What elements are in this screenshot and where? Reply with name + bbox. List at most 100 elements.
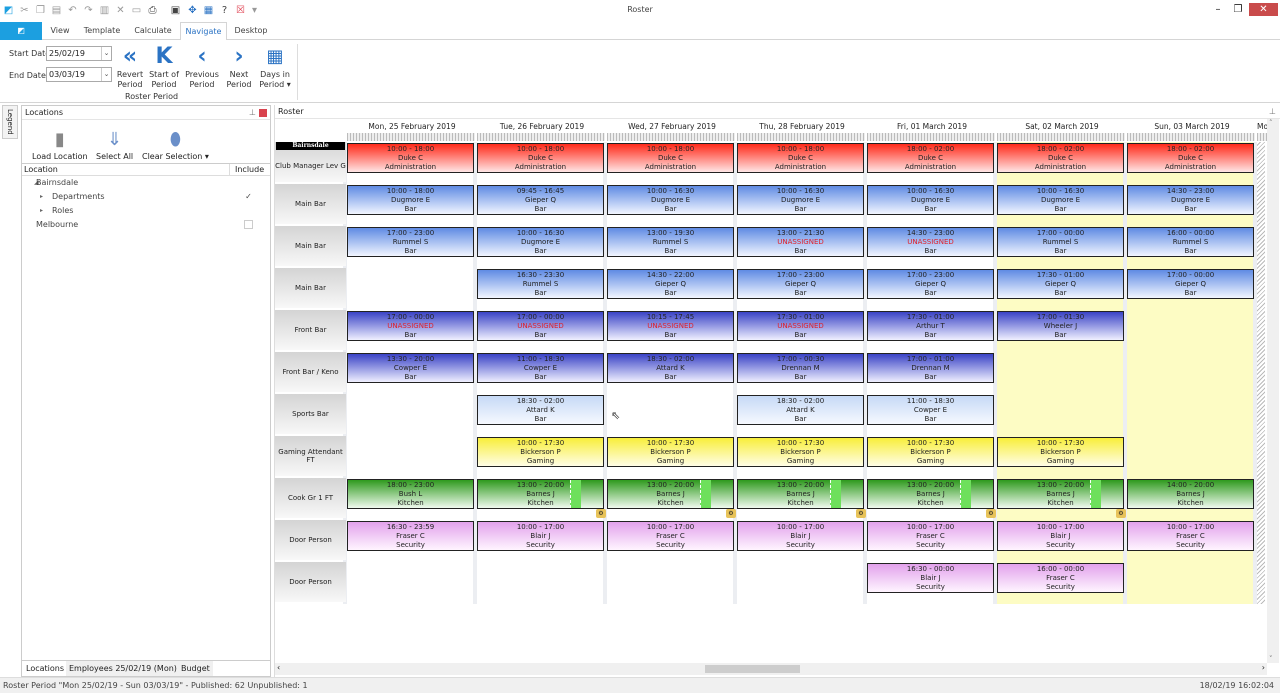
day-header[interactable]: Mon, 25 February 2019 — [368, 122, 456, 131]
shift-block[interactable]: 10:00 - 17:00 Blair J Security — [737, 521, 864, 551]
scroll-thumb[interactable] — [705, 665, 800, 673]
shift-block[interactable]: 13:00 - 20:00 Barnes J Kitchen ⚙ — [607, 479, 736, 518]
shift-block[interactable]: 17:00 - 00:00 Rummel S Bar — [997, 227, 1124, 257]
include-checkbox[interactable] — [244, 220, 253, 229]
shift-block[interactable]: 17:00 - 01:30 Wheeler J Bar — [997, 311, 1124, 341]
tab-calculate[interactable]: Calculate — [134, 26, 172, 35]
day-header[interactable]: Sat, 02 March 2019 — [1025, 122, 1099, 131]
scroll-up-icon[interactable]: ˄ — [1269, 119, 1273, 127]
shift-block[interactable]: 14:30 - 22:00 Gieper Q Bar — [607, 269, 734, 299]
shift-block[interactable]: 17:00 - 00:00 UNASSIGNED Bar — [477, 311, 604, 341]
select-all-button[interactable]: ⇓ Select All — [96, 128, 133, 161]
column-include[interactable]: Include — [229, 164, 264, 176]
shift-block[interactable]: 10:00 - 16:30 Dugmore E Bar — [997, 185, 1124, 215]
day-header[interactable]: Tue, 26 February 2019 — [499, 122, 585, 131]
shift-block[interactable]: 10:00 - 17:30 Bickerson P Gaming — [997, 437, 1124, 467]
day-header[interactable]: Thu, 28 February 2019 — [759, 122, 845, 131]
scroll-left-icon[interactable]: ‹ — [277, 663, 281, 672]
shift-block[interactable]: 11:00 - 18:30 Cowper E Bar — [477, 353, 604, 383]
vertical-scrollbar[interactable]: ˄ ˅ — [1267, 119, 1279, 663]
shift-block[interactable]: 13:00 - 19:30 Rummel S Bar — [607, 227, 734, 257]
clear-selection-button[interactable]: ⬮ Clear Selection ▾ — [142, 129, 209, 161]
day-header[interactable]: Wed, 27 February 2019 — [628, 122, 716, 131]
shift-block[interactable]: 17:30 - 01:00 Gieper Q Bar — [997, 269, 1124, 299]
shift-block[interactable]: 17:00 - 23:00 Rummel S Bar — [347, 227, 474, 257]
shift-block[interactable]: 10:00 - 17:00 Fraser C Security — [607, 521, 734, 551]
shift-block[interactable]: 17:00 - 01:00 Drennan M Bar — [867, 353, 994, 383]
pin-icon[interactable]: ⊥ — [1269, 107, 1276, 116]
shift-block[interactable]: 13:00 - 21:30 UNASSIGNED Bar — [737, 227, 864, 257]
expand-icon[interactable]: ✥ — [188, 5, 197, 16]
tab-employees[interactable]: Employees 25/02/19 (Mon) — [66, 661, 180, 676]
shift-block[interactable]: 10:00 - 16:30 Dugmore E Bar — [737, 185, 864, 215]
shift-block[interactable]: 18:30 - 02:00 Attard K Bar — [477, 395, 604, 425]
shift-block[interactable]: 16:30 - 23:30 Rummel S Bar — [477, 269, 604, 299]
start-date-field[interactable]: 25/02/19 ⌄ — [46, 46, 112, 61]
legend-tab[interactable]: Legend — [2, 105, 18, 139]
delete-icon[interactable]: ▥ — [99, 5, 110, 16]
shift-block[interactable]: 18:00 - 23:00 Bush L Kitchen — [347, 479, 474, 509]
close-button[interactable]: ✕ — [1249, 3, 1278, 16]
shift-block[interactable]: 18:00 - 02:00 Duke C Administration — [997, 143, 1124, 173]
paste-icon[interactable]: ▤ — [51, 5, 62, 16]
shift-block[interactable]: 10:00 - 17:00 Blair J Security — [477, 521, 604, 551]
shift-block[interactable]: 11:00 - 18:30 Cowper E Bar — [867, 395, 994, 425]
shift-block[interactable]: 17:30 - 01:00 Arthur T Bar — [867, 311, 994, 341]
undo-icon[interactable]: ↶ — [68, 5, 77, 16]
shift-block[interactable]: 10:00 - 17:30 Bickerson P Gaming — [477, 437, 604, 467]
day-header[interactable]: Mon — [1257, 122, 1273, 131]
scroll-right-icon[interactable]: › — [1261, 663, 1265, 672]
shift-block[interactable]: 13:30 - 20:00 Cowper E Bar — [347, 353, 474, 383]
shift-block[interactable]: 14:30 - 23:00 UNASSIGNED Bar — [867, 227, 994, 257]
chevron-down-icon[interactable]: ⌄ — [101, 47, 111, 60]
shift-block[interactable]: 10:15 - 17:45 UNASSIGNED Bar — [607, 311, 734, 341]
tree-item[interactable]: ▸ Roles — [22, 204, 270, 218]
help-icon[interactable]: ? — [221, 5, 228, 16]
shift-block[interactable]: 10:00 - 18:00 Duke C Administration — [477, 143, 604, 173]
exit-icon[interactable]: ☒ — [236, 5, 245, 16]
end-date-field[interactable]: 03/03/19 ⌄ — [46, 67, 112, 82]
tree-item[interactable]: Melbourne — [22, 218, 270, 232]
shift-block[interactable]: 17:00 - 23:00 Gieper Q Bar — [737, 269, 864, 299]
shift-block[interactable]: 10:00 - 16:30 Dugmore E Bar — [477, 227, 604, 257]
shift-block[interactable]: 14:30 - 23:00 Dugmore E Bar — [1127, 185, 1254, 215]
chevron-down-icon[interactable]: ⌄ — [101, 68, 111, 81]
shift-block[interactable]: 10:00 - 18:00 Dugmore E Bar — [347, 185, 474, 215]
shift-block[interactable]: 10:00 - 18:00 Duke C Administration — [347, 143, 474, 173]
day-header[interactable]: Fri, 01 March 2019 — [897, 122, 967, 131]
shift-block[interactable]: 10:00 - 16:30 Dugmore E Bar — [607, 185, 734, 215]
tab-budget[interactable]: Budget — [178, 661, 213, 676]
shift-block[interactable]: 10:00 - 17:30 Bickerson P Gaming — [607, 437, 734, 467]
file-tab[interactable]: ◩ — [0, 22, 42, 40]
previous-period-button[interactable]: ‹ Previous Period — [184, 44, 220, 90]
shift-block[interactable]: 13:00 - 20:00 Barnes J Kitchen ⚙ — [867, 479, 996, 518]
shift-block[interactable]: 10:00 - 17:00 Fraser C Security — [867, 521, 994, 551]
tab-navigate[interactable]: Navigate — [180, 22, 227, 41]
days-in-period-button[interactable]: ▦ Days in Period ▾ — [258, 44, 292, 90]
shift-block[interactable]: 18:30 - 02:00 Attard K Bar — [737, 395, 864, 425]
shift-block[interactable]: 16:00 - 00:00 Fraser C Security — [997, 563, 1124, 593]
minimize-button[interactable]: – — [1215, 4, 1221, 15]
shift-block[interactable]: 18:00 - 02:00 Duke C Administration — [1127, 143, 1254, 173]
publish-icon[interactable]: ▣ — [170, 5, 181, 16]
tab-view[interactable]: View — [50, 26, 70, 35]
shift-block[interactable]: 10:00 - 18:00 Duke C Administration — [737, 143, 864, 173]
shift-block[interactable]: 10:00 - 17:30 Bickerson P Gaming — [867, 437, 994, 467]
print-icon[interactable]: ⎙ — [148, 5, 157, 16]
tree-item[interactable]: ▸ Departments ✓ — [22, 190, 270, 204]
include-checkbox[interactable]: ✓ — [245, 192, 252, 201]
shift-block[interactable]: 17:00 - 00:30 Drennan M Bar — [737, 353, 864, 383]
shift-block[interactable]: 17:00 - 00:00 UNASSIGNED Bar — [347, 311, 474, 341]
load-location-button[interactable]: ▮ Load Location — [32, 128, 88, 161]
shift-block[interactable]: 18:00 - 02:00 Duke C Administration — [867, 143, 994, 173]
cut-icon[interactable]: ✂ — [20, 5, 29, 16]
revert-period-button[interactable]: «Revert Period — [114, 44, 146, 90]
shift-block[interactable]: 16:30 - 23:59 Fraser C Security — [347, 521, 474, 551]
tab-locations[interactable]: Locations — [23, 661, 68, 676]
save-icon[interactable]: ▭ — [131, 5, 142, 16]
shift-block[interactable]: 17:00 - 23:00 Gieper Q Bar — [867, 269, 994, 299]
expand-arrow-icon[interactable]: ▸ — [40, 207, 44, 214]
shift-block[interactable]: 13:00 - 20:00 Barnes J Kitchen ⚙ — [997, 479, 1126, 518]
day-header[interactable]: Sun, 03 March 2019 — [1154, 122, 1230, 131]
shift-block[interactable]: 18:30 - 02:00 Attard K Bar — [607, 353, 734, 383]
